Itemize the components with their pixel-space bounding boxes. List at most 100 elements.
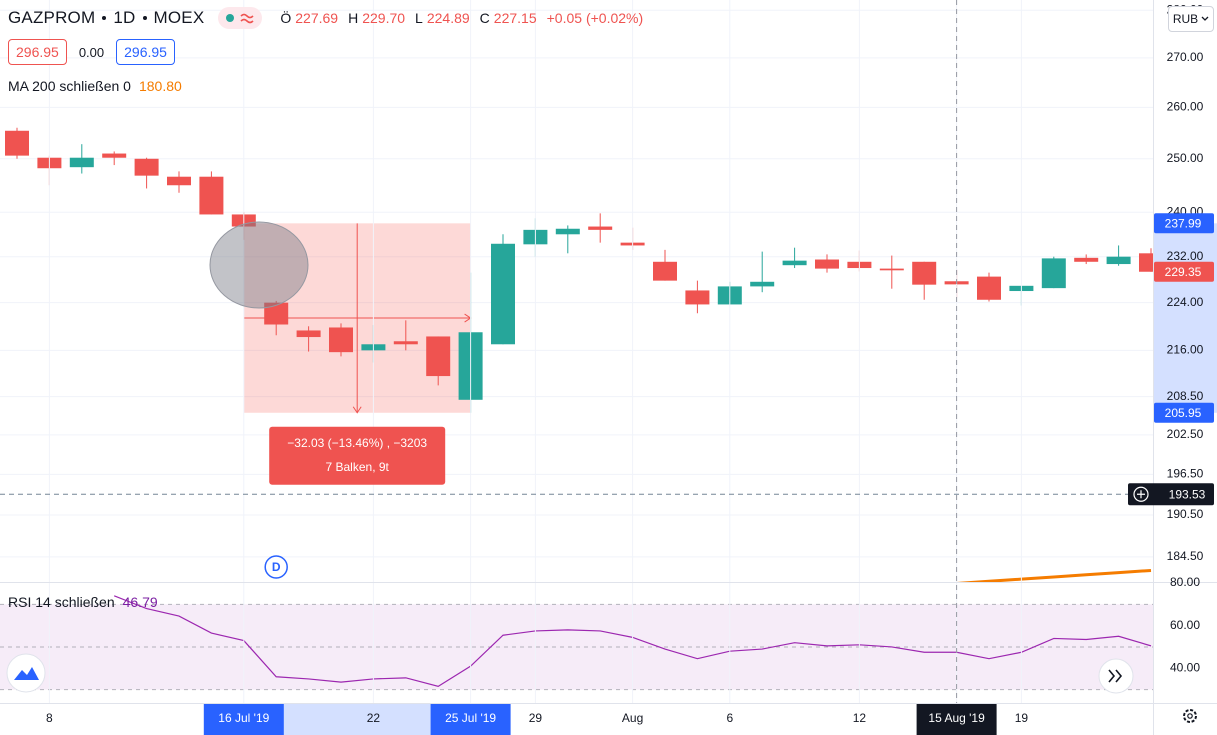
separator (102, 16, 107, 20)
separator (142, 16, 147, 20)
candle-body (102, 153, 127, 158)
price-range-highlight (1154, 223, 1217, 413)
symbol[interactable]: GAZPROM (8, 8, 96, 27)
x-tick-label: 22 (367, 711, 381, 725)
candle-body (653, 261, 677, 281)
x-tick-label: 16 Jul '19 (218, 711, 269, 725)
y-tick-label: 208.50 (1167, 389, 1204, 403)
candle-body (69, 157, 94, 168)
ma-line (956, 568, 1152, 582)
candle-body (1106, 256, 1131, 265)
ma-name[interactable]: MA 200 schließen 0 (8, 78, 131, 94)
rsi-name[interactable]: RSI 14 schließen (8, 594, 115, 610)
ohlc-key: C (479, 10, 490, 26)
y-tick-label: 196.50 (1167, 466, 1204, 480)
rsi-tick-label: 60.00 (1170, 618, 1200, 632)
rsi-tick-label: 80.00 (1170, 575, 1200, 589)
buy-button[interactable]: 296.95 (116, 39, 175, 65)
measure-label-bg (269, 426, 446, 485)
candle-body (782, 260, 807, 266)
measure-v-head (352, 406, 362, 414)
x-tick-label: Aug (622, 711, 643, 725)
x-tick-label: 12 (853, 711, 867, 725)
candle-body (264, 302, 289, 325)
crosshair-price: 193.53 (1169, 487, 1206, 501)
price-axis (1153, 0, 1217, 735)
candle-body (426, 336, 451, 377)
price-badge-label: 237.99 (1165, 216, 1202, 230)
change: +0.05 (+0.02%) (546, 10, 644, 26)
time-label-bg (430, 704, 511, 735)
settings-gear[interactable] (1183, 709, 1197, 723)
candle-body (879, 268, 904, 271)
candle-body (134, 158, 159, 176)
y-tick-label: 190.50 (1167, 507, 1204, 521)
time-label-bg (916, 704, 997, 735)
symbol-legend: GAZPROM 1D MOEX Ö 227.69 H 229.70 L 224.89 … (8, 6, 649, 30)
spread: 0.00 (78, 44, 105, 60)
ohlc-key: L (415, 10, 423, 26)
y-tick-label: 216.00 (1167, 343, 1204, 357)
ma-value: 180.80 (138, 78, 182, 94)
sell-button[interactable]: 296.95 (8, 39, 67, 65)
candle-body (1074, 257, 1099, 262)
crosshair-plus-circle (1133, 486, 1149, 502)
candle-body (588, 226, 613, 230)
exchange: MOEX (153, 8, 205, 27)
rsi-tick-label: 40.00 (1170, 660, 1200, 674)
ohlc-key: Ö (280, 10, 292, 26)
time-label-bg (203, 704, 284, 735)
ohlc-value: 227.15 (493, 10, 537, 26)
rsi-legend: RSI 14 schließen 46.79 (8, 594, 158, 610)
crosshair-badge (1128, 483, 1214, 506)
y-tick-label: 250.00 (1167, 151, 1204, 165)
candle-body (1041, 258, 1066, 289)
ohlc-value: 229.70 (362, 10, 406, 26)
status-pill[interactable] (218, 7, 263, 29)
ohlc-values: Ö 227.69 H 229.70 L 224.89 C 227.15 +0.05 (+… (280, 10, 649, 26)
y-tick-label: 184.50 (1167, 549, 1204, 563)
market-open-dot (226, 14, 235, 22)
y-tick-label: 202.50 (1167, 427, 1204, 441)
scroll-button[interactable] (1098, 658, 1134, 694)
candle-body (685, 290, 710, 305)
dividend-marker (264, 555, 288, 579)
candle-body (167, 176, 191, 186)
currency-select[interactable]: RUB (1168, 6, 1214, 32)
candle-body (393, 341, 418, 345)
candle-body (750, 281, 775, 287)
y-tick-label: 224.00 (1167, 295, 1204, 309)
candle-body (555, 228, 580, 235)
candle-body (977, 276, 1001, 300)
candle-body (912, 261, 937, 285)
y-tick-label: 260.00 (1167, 100, 1204, 114)
logo-icon (14, 667, 39, 680)
measure-subtext: 7 Balken, 9t (326, 460, 390, 474)
dropdown-arrow (1201, 16, 1209, 21)
ohlc-value: 224.89 (426, 10, 470, 26)
scroll-icon (1108, 669, 1123, 683)
logo-button[interactable] (6, 653, 46, 693)
currency: RUB (1172, 12, 1199, 26)
price-badge-label: 205.95 (1165, 406, 1202, 420)
rsi-value: 46.79 (122, 594, 158, 610)
candle-body (199, 176, 224, 215)
price-badge (1154, 261, 1214, 282)
x-tick-label: 15 Aug '19 (928, 711, 985, 725)
ohlc-key: H (348, 10, 359, 26)
y-tick-label: 270.00 (1167, 50, 1204, 64)
x-tick-label: 6 (726, 711, 733, 725)
crosshair-plus (1137, 490, 1145, 499)
x-tick-label: 25 Jul '19 (445, 711, 496, 725)
interval[interactable]: 1D (113, 8, 136, 27)
ohlc-value: 227.69 (295, 10, 339, 26)
ma-legend: MA 200 schließen 0 180.80 (8, 76, 182, 96)
price-badge (1154, 402, 1214, 423)
price-badge-label: 229.35 (1165, 265, 1202, 279)
price-badge (1154, 213, 1214, 234)
candle-body (1139, 253, 1153, 272)
